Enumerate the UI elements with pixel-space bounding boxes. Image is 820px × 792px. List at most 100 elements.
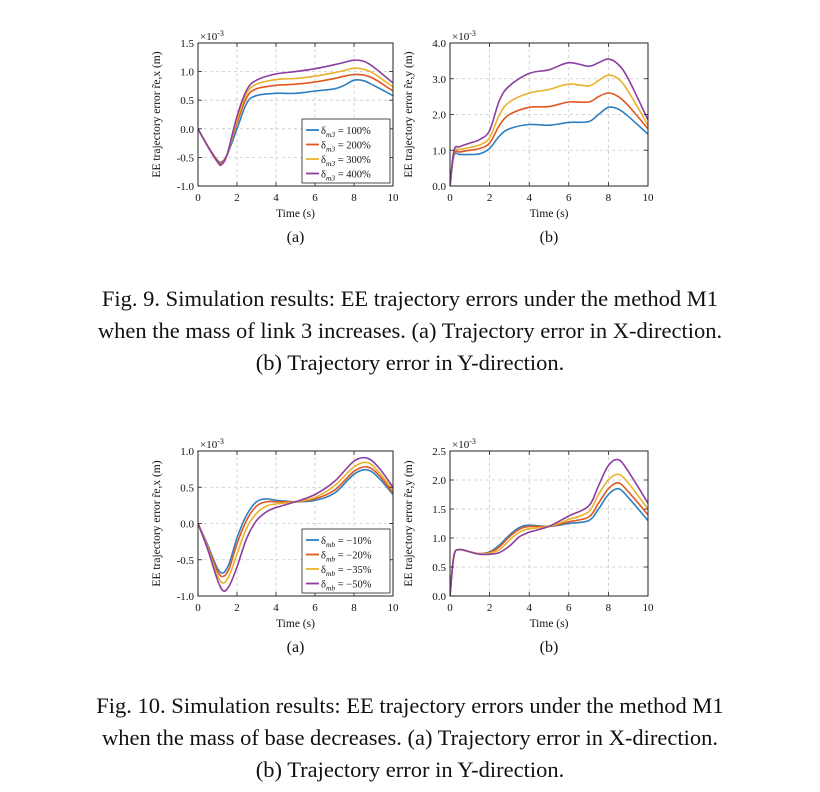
x-tick-label: 6 bbox=[312, 602, 318, 614]
series-group bbox=[450, 458, 648, 596]
axis-exponent: ×10-3 bbox=[200, 437, 224, 451]
y-tick-label: 0.0 bbox=[180, 124, 194, 136]
x-tick-label: 0 bbox=[447, 192, 453, 204]
y-tick-label: 0.0 bbox=[180, 519, 194, 531]
y-tick-label: -1.0 bbox=[177, 591, 195, 603]
x-axis-label: Time (s) bbox=[530, 618, 569, 630]
y-tick-label: 2.0 bbox=[432, 475, 446, 487]
legend-label-4: δm3 = 400% bbox=[321, 170, 371, 183]
legend-label-1: δmb = −10% bbox=[321, 536, 372, 549]
y-axis-label: EE trajectory error r̃e,y (m) bbox=[403, 51, 415, 177]
y-tick-label: -1.0 bbox=[177, 181, 195, 193]
y-tick-label: -0.5 bbox=[177, 555, 195, 567]
y-tick-label: 1.0 bbox=[180, 67, 194, 79]
series-line-4 bbox=[198, 59, 393, 167]
x-tick-label: 4 bbox=[273, 192, 279, 204]
fig10-caption-line-2: when the mass of base decreases. (a) Tra… bbox=[101, 725, 719, 750]
series-line-1 bbox=[450, 487, 648, 596]
fig10-caption-line-1: Fig. 10. Simulation results: EE trajecto… bbox=[96, 693, 724, 718]
x-tick-label: 2 bbox=[487, 192, 493, 204]
x-tick-label: 2 bbox=[234, 602, 240, 614]
series-line-2 bbox=[450, 92, 648, 186]
x-tick-label: 6 bbox=[312, 192, 318, 204]
chart-panel-3: 0 2 4 6 8 10 -1.0 -0.5 0.0 0.5 1.0 ×10-3 Time (s) EE … bbox=[151, 437, 399, 656]
series-line-2 bbox=[198, 465, 393, 578]
y-tick-label: 2.5 bbox=[432, 446, 446, 458]
y-tick-label: 0.5 bbox=[180, 482, 194, 494]
y-tick-label: 0.5 bbox=[180, 95, 194, 107]
series-line-2 bbox=[198, 73, 393, 165]
y-tick-label: 1.0 bbox=[432, 145, 446, 157]
y-axis-label: EE trajectory error r̃e,x (m) bbox=[151, 460, 163, 586]
y-tick-label: 1.0 bbox=[180, 446, 194, 458]
fig9-caption-line-3: (b) Trajectory error in Y-direction. bbox=[255, 350, 565, 375]
legend-label-4: δmb = −50% bbox=[321, 580, 372, 593]
x-tick-label: 8 bbox=[351, 602, 357, 614]
chart-panel-2: 0 2 4 6 8 10 0.0 1.0 2.0 3.0 4.0 ×10-3 Time (s) EE tr… bbox=[403, 29, 654, 246]
axis-exponent: ×10-3 bbox=[452, 29, 476, 43]
x-axis-label: Time (s) bbox=[530, 208, 569, 220]
x-tick-label: 8 bbox=[606, 602, 612, 614]
series-line-3 bbox=[198, 461, 393, 584]
x-tick-label: 10 bbox=[643, 192, 655, 204]
x-tick-label: 4 bbox=[273, 602, 279, 614]
chart-panel-1: 0 2 4 6 8 10 -1.0 -0.5 0.0 0.5 1.0 1.5 ×10-3 Time (s)… bbox=[151, 29, 399, 246]
y-axis-label: EE trajectory error r̃e,x (m) bbox=[151, 51, 163, 177]
axes-frame bbox=[197, 42, 394, 187]
axis-exponent: ×10-3 bbox=[200, 29, 224, 43]
legend-label-2: δmb = −20% bbox=[321, 551, 372, 564]
x-axis-label: Time (s) bbox=[276, 208, 315, 220]
x-tick-label: 8 bbox=[606, 192, 612, 204]
series-line-4 bbox=[450, 458, 648, 596]
x-tick-label: 0 bbox=[195, 602, 201, 614]
series-group bbox=[198, 59, 393, 167]
x-tick-label: 6 bbox=[566, 602, 572, 614]
y-tick-label: 0.0 bbox=[432, 591, 446, 603]
legend-label-2: δm3 = 200% bbox=[321, 141, 371, 154]
y-axis-label: EE trajectory error r̃e,y (m) bbox=[403, 460, 415, 586]
legend-label-3: δmb = −35% bbox=[321, 565, 372, 578]
x-tick-label: 10 bbox=[643, 602, 655, 614]
x-tick-label: 10 bbox=[388, 602, 400, 614]
x-tick-label: 0 bbox=[447, 602, 453, 614]
panel-label: (b) bbox=[540, 639, 559, 656]
x-tick-label: 0 bbox=[195, 192, 201, 204]
series-line-1 bbox=[198, 79, 393, 164]
fig9-caption: Fig. 9. Simulation results: EE trajector… bbox=[10, 283, 810, 379]
y-tick-label: 1.5 bbox=[432, 504, 446, 516]
fig10-caption-line-3: (b) Trajectory error in Y-direction. bbox=[255, 757, 565, 782]
fig9-caption-line-1: Fig. 9. Simulation results: EE trajector… bbox=[101, 286, 719, 311]
y-tick-label: 0.5 bbox=[432, 562, 446, 574]
grid-lines bbox=[450, 451, 648, 596]
legend: δmb = −10% δmb = −20%δmb = −35% δmb = −50% bbox=[301, 528, 391, 594]
axis-exponent: ×10-3 bbox=[452, 437, 476, 451]
y-tick-label: 1.0 bbox=[432, 533, 446, 545]
series-line-4 bbox=[198, 456, 393, 592]
series-group bbox=[198, 456, 393, 592]
x-tick-label: 6 bbox=[566, 192, 572, 204]
x-tick-label: 2 bbox=[234, 192, 240, 204]
legend: δm3 = 100% δm3 = 200%δm3 = 300% δm3 = 400% bbox=[301, 118, 391, 184]
fig10-caption: Fig. 10. Simulation results: EE trajecto… bbox=[10, 690, 810, 786]
fig9-caption-line-2: when the mass of link 3 increases. (a) T… bbox=[97, 318, 723, 343]
x-tick-label: 4 bbox=[526, 602, 532, 614]
axes-frame bbox=[449, 450, 649, 597]
series-line-3 bbox=[450, 473, 648, 596]
y-tick-label: 1.5 bbox=[180, 38, 194, 50]
y-tick-label: 2.0 bbox=[432, 110, 446, 122]
panel-label: (b) bbox=[540, 229, 559, 246]
y-tick-label: 0.0 bbox=[432, 181, 446, 193]
series-line-1 bbox=[450, 106, 648, 186]
grid-lines bbox=[450, 43, 648, 186]
y-tick-label: -0.5 bbox=[177, 152, 195, 164]
x-tick-label: 10 bbox=[388, 192, 400, 204]
legend-label-3: δm3 = 300% bbox=[321, 155, 371, 168]
panel-label: (a) bbox=[287, 639, 305, 656]
y-tick-label: 3.0 bbox=[432, 74, 446, 86]
y-tick-label: 4.0 bbox=[432, 38, 446, 50]
panel-label: (a) bbox=[287, 229, 305, 246]
series-line-4 bbox=[450, 58, 648, 186]
legend-label-1: δm3 = 100% bbox=[321, 126, 371, 139]
series-line-3 bbox=[450, 74, 648, 186]
